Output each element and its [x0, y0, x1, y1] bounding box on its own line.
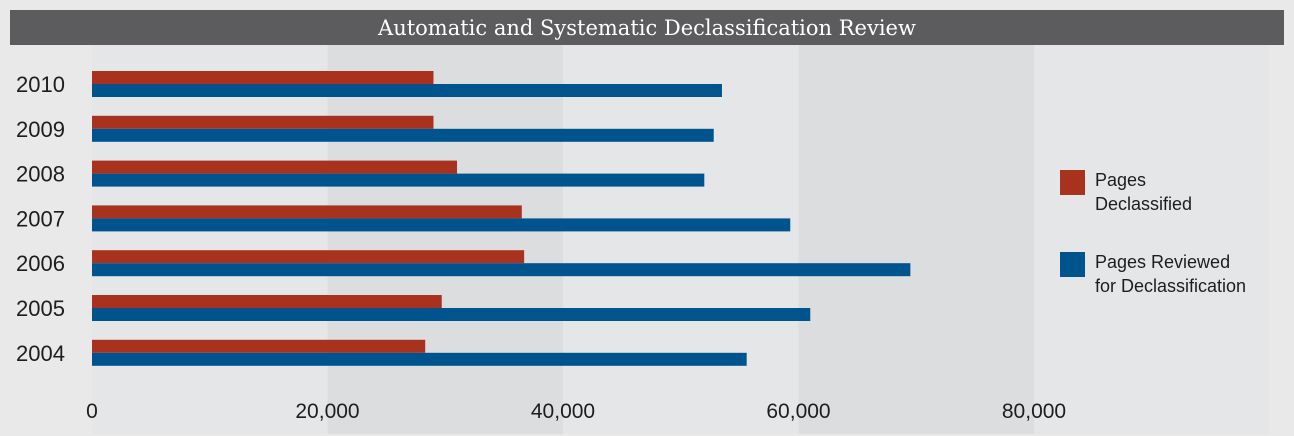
plot-background-bands — [92, 45, 1270, 434]
y-axis-tick-labels: 2010 2009 2008 2007 2006 2005 2004 — [16, 72, 65, 366]
chart-title-bar: Automatic and Systematic Declassificatio… — [10, 10, 1284, 45]
bar-pages-declassified — [92, 339, 426, 353]
y-tick-label: 2006 — [16, 251, 65, 276]
legend-swatch-reviewed — [1060, 252, 1085, 277]
chart-title: Automatic and Systematic Declassificatio… — [378, 15, 916, 40]
background-band — [92, 45, 328, 434]
bar-pages-declassified — [92, 71, 434, 84]
y-tick-label: 2010 — [16, 72, 65, 97]
x-tick-label: 20,000 — [295, 400, 359, 423]
y-tick-label: 2005 — [16, 296, 65, 321]
bar-pages-declassified — [92, 160, 458, 174]
y-tick-label: 2008 — [16, 162, 65, 187]
x-tick-label: 80,000 — [1002, 400, 1066, 423]
bar-pages-reviewed — [92, 352, 747, 366]
x-tick-label: 0 — [86, 400, 98, 423]
background-band — [563, 45, 799, 434]
bar-pages-reviewed — [92, 308, 811, 321]
x-tick-label: 60,000 — [766, 400, 830, 423]
background-band — [798, 45, 1034, 434]
bar-pages-reviewed — [92, 128, 714, 142]
background-band — [1034, 45, 1270, 434]
legend-label-reviewed: Pages Reviewed for Declassification — [1095, 252, 1246, 296]
bar-pages-reviewed — [92, 173, 705, 187]
bar-pages-reviewed — [92, 84, 722, 97]
bar-pages-declassified — [92, 205, 522, 219]
bar-pages-declassified — [92, 115, 434, 129]
legend-swatch-declassified — [1060, 170, 1085, 195]
y-tick-label: 2007 — [16, 206, 65, 231]
legend: Pages Declassified Pages Reviewed for Decla… — [1060, 170, 1246, 296]
y-tick-label: 2009 — [16, 117, 65, 142]
bar-pages-declassified — [92, 295, 442, 308]
bars-layer — [92, 71, 911, 366]
bar-pages-reviewed — [92, 263, 911, 277]
background-band — [327, 45, 563, 434]
y-tick-label: 2004 — [16, 341, 65, 366]
bar-pages-declassified — [92, 250, 525, 264]
x-axis-tick-labels: 0 20,000 40,000 60,000 80,000 — [86, 400, 1066, 423]
x-tick-label: 40,000 — [531, 400, 595, 423]
bar-pages-reviewed — [92, 218, 791, 232]
legend-label-declassified: Pages Declassified — [1095, 170, 1192, 214]
